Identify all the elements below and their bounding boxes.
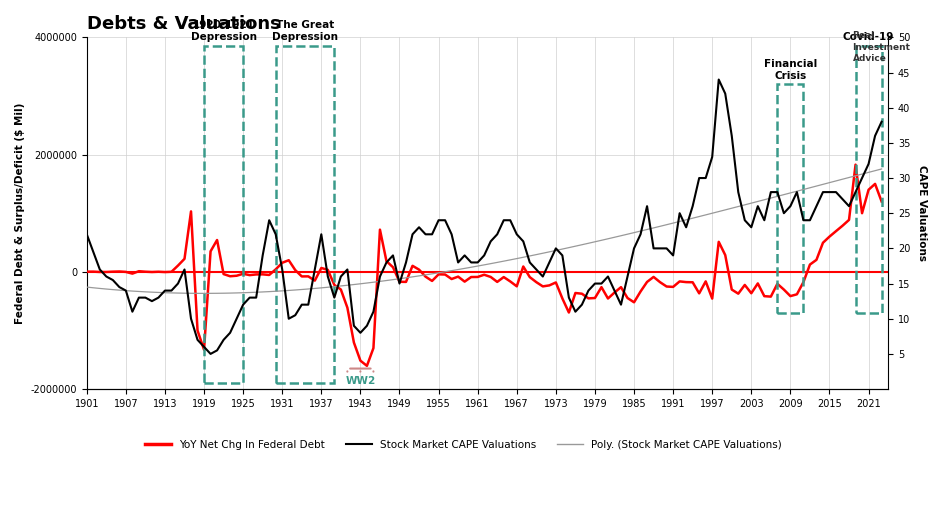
- Y-axis label: CAPE Valuations: CAPE Valuations: [917, 165, 927, 261]
- Y-axis label: Federal Debt & Surplus/Deficit ($ Mil): Federal Debt & Surplus/Deficit ($ Mil): [15, 102, 25, 324]
- Text: 1920-1921
Depression: 1920-1921 Depression: [190, 21, 256, 42]
- Text: WW2: WW2: [346, 376, 376, 386]
- Bar: [204, 46, 243, 383]
- Bar: [855, 46, 882, 313]
- Legend: YoY Net Chg In Federal Debt, Stock Market CAPE Valuations, Poly. (Stock Market C: YoY Net Chg In Federal Debt, Stock Marke…: [140, 436, 787, 454]
- Bar: [777, 84, 804, 313]
- Text: Financial
Crisis: Financial Crisis: [764, 59, 817, 81]
- Bar: [276, 46, 334, 383]
- Text: Covid-19: Covid-19: [843, 32, 894, 42]
- Text: Real
Investment
Advice: Real Investment Advice: [853, 31, 911, 63]
- Text: Debts & Valuations: Debts & Valuations: [87, 15, 281, 33]
- Text: The Great
Depression: The Great Depression: [272, 21, 338, 42]
